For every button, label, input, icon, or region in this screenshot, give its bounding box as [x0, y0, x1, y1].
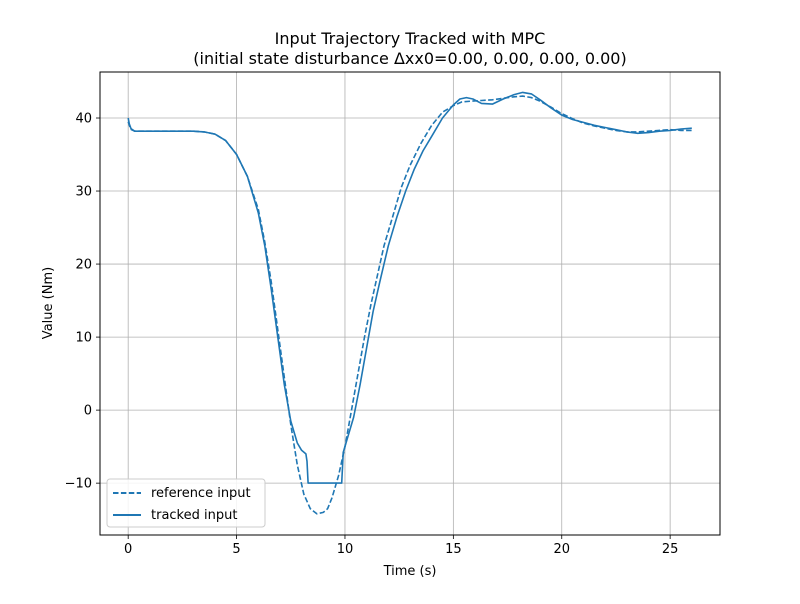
series-lines: [127, 91, 692, 515]
chart-title: Input Trajectory Tracked with MPC: [275, 29, 546, 48]
legend-box: [106, 478, 266, 528]
x-tick-label: 15: [445, 542, 462, 557]
y-tick-label: −10: [65, 477, 92, 492]
x-tick-label: 25: [662, 542, 679, 557]
plot-frame: [99, 71, 721, 536]
x-axis-label: Time (s): [383, 564, 437, 579]
legend-label-reference-input: reference input: [151, 486, 251, 501]
y-tick-label: 20: [75, 258, 92, 273]
axis-ticks: 0 5 10 15 20 25 −10 0 10 20 30 40: [65, 112, 679, 557]
x-tick-label: 20: [553, 542, 570, 557]
chart-subtitle: (initial state disturbance Δxx0=0.00, 0.…: [193, 49, 626, 68]
x-tick-label: 10: [337, 542, 354, 557]
legend-label-tracked-input: tracked input: [151, 508, 237, 523]
x-tick-label: 5: [232, 542, 240, 557]
y-tick-label: 30: [75, 185, 92, 200]
y-tick-label: 40: [75, 112, 92, 127]
y-tick-label: 10: [75, 331, 92, 346]
series-line-tracked-input: [127, 91, 692, 484]
legend: reference input tracked input: [106, 478, 266, 528]
x-tick-label: 0: [124, 542, 132, 557]
grid-lines: [100, 72, 720, 535]
y-axis-label: Value (Nm): [41, 267, 56, 339]
y-tick-label: 0: [84, 404, 92, 419]
